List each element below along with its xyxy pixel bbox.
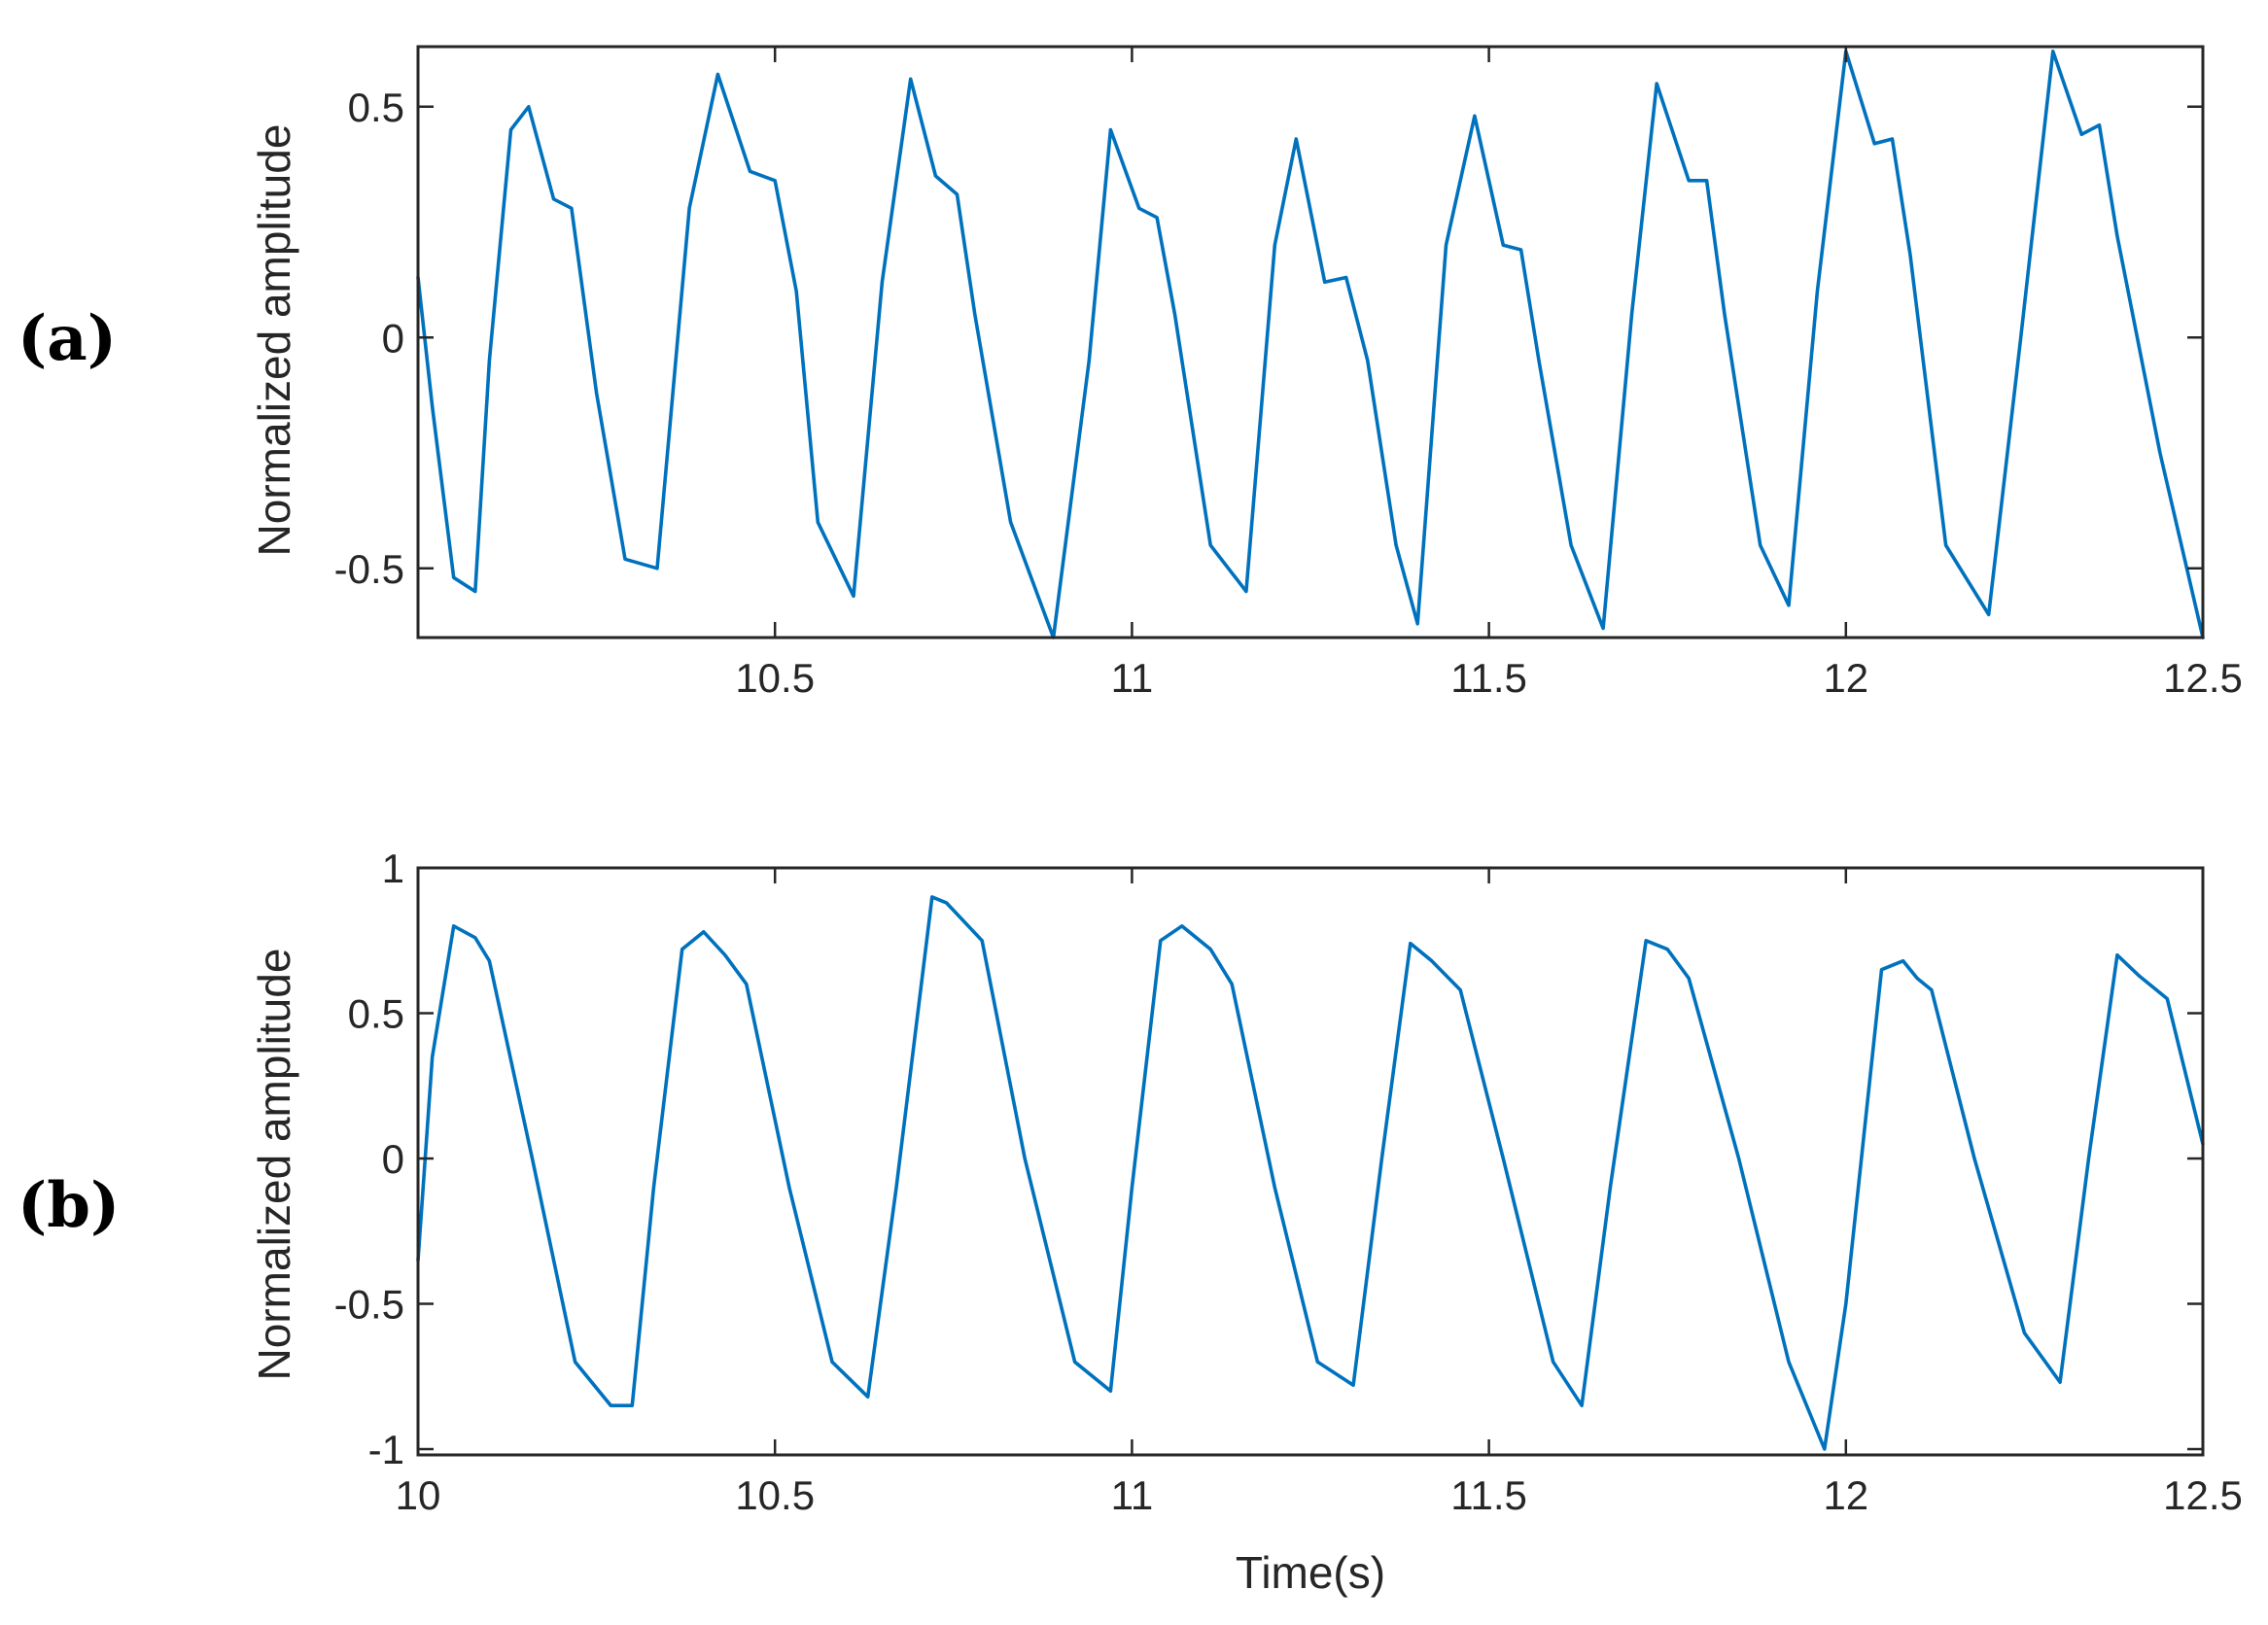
- panel-label-b: (b): [17, 1169, 120, 1242]
- y-tick-label-a: -0.5: [334, 546, 404, 592]
- data-line-b: [416, 895, 2205, 1451]
- x-tick-label-b: 11: [1111, 1472, 1154, 1518]
- panel-a: (a) Normalized amplitude 10.5 11 11.5 12 12.…: [17, 45, 2243, 701]
- plot-area-b: 10 10.5 11 11.5 12 12.5 -1 -0.5 0 0.5 1: [334, 846, 2243, 1518]
- plot-area-a: 10.5 11 11.5 12 12.5 -0.5 0 0.5: [334, 45, 2243, 701]
- y-axis-label-a: Normalized amplitude: [249, 124, 299, 557]
- panel-b: (b) Normalized amplitude Time(s) 10 10.5 1…: [17, 846, 2243, 1598]
- x-tick-label-b: 10: [396, 1472, 441, 1518]
- y-tick-label-b: 0.5: [348, 991, 404, 1037]
- x-axis-label-b: Time(s): [1236, 1547, 1385, 1598]
- x-tick-label-a: 12.5: [2163, 655, 2243, 701]
- y-axis-label-b: Normalized amplitude: [249, 949, 299, 1381]
- x-tick-label-b: 10.5: [735, 1472, 815, 1518]
- axes-frame-b: [416, 866, 2205, 1457]
- y-tick-label-b: -0.5: [334, 1282, 404, 1328]
- x-tick-label-a: 11: [1111, 655, 1154, 701]
- x-tick-label-a: 10.5: [735, 655, 815, 701]
- x-tick-label-b: 12: [1823, 1472, 1868, 1518]
- x-tick-label-a: 11.5: [1450, 655, 1527, 701]
- y-tick-label-b: 1: [382, 846, 404, 891]
- x-tick-label-b: 12.5: [2163, 1472, 2243, 1518]
- axes-frame-a: [416, 45, 2205, 640]
- y-tick-label-b: -1: [368, 1427, 404, 1472]
- y-tick-label-a: 0: [382, 315, 404, 361]
- panel-label-a: (a): [17, 302, 117, 375]
- x-tick-label-b: 11.5: [1450, 1472, 1527, 1518]
- data-line-a: [416, 50, 2205, 640]
- y-tick-label-b: 0: [382, 1136, 404, 1182]
- x-tick-label-a: 12: [1823, 655, 1868, 701]
- y-tick-label-a: 0.5: [348, 85, 404, 130]
